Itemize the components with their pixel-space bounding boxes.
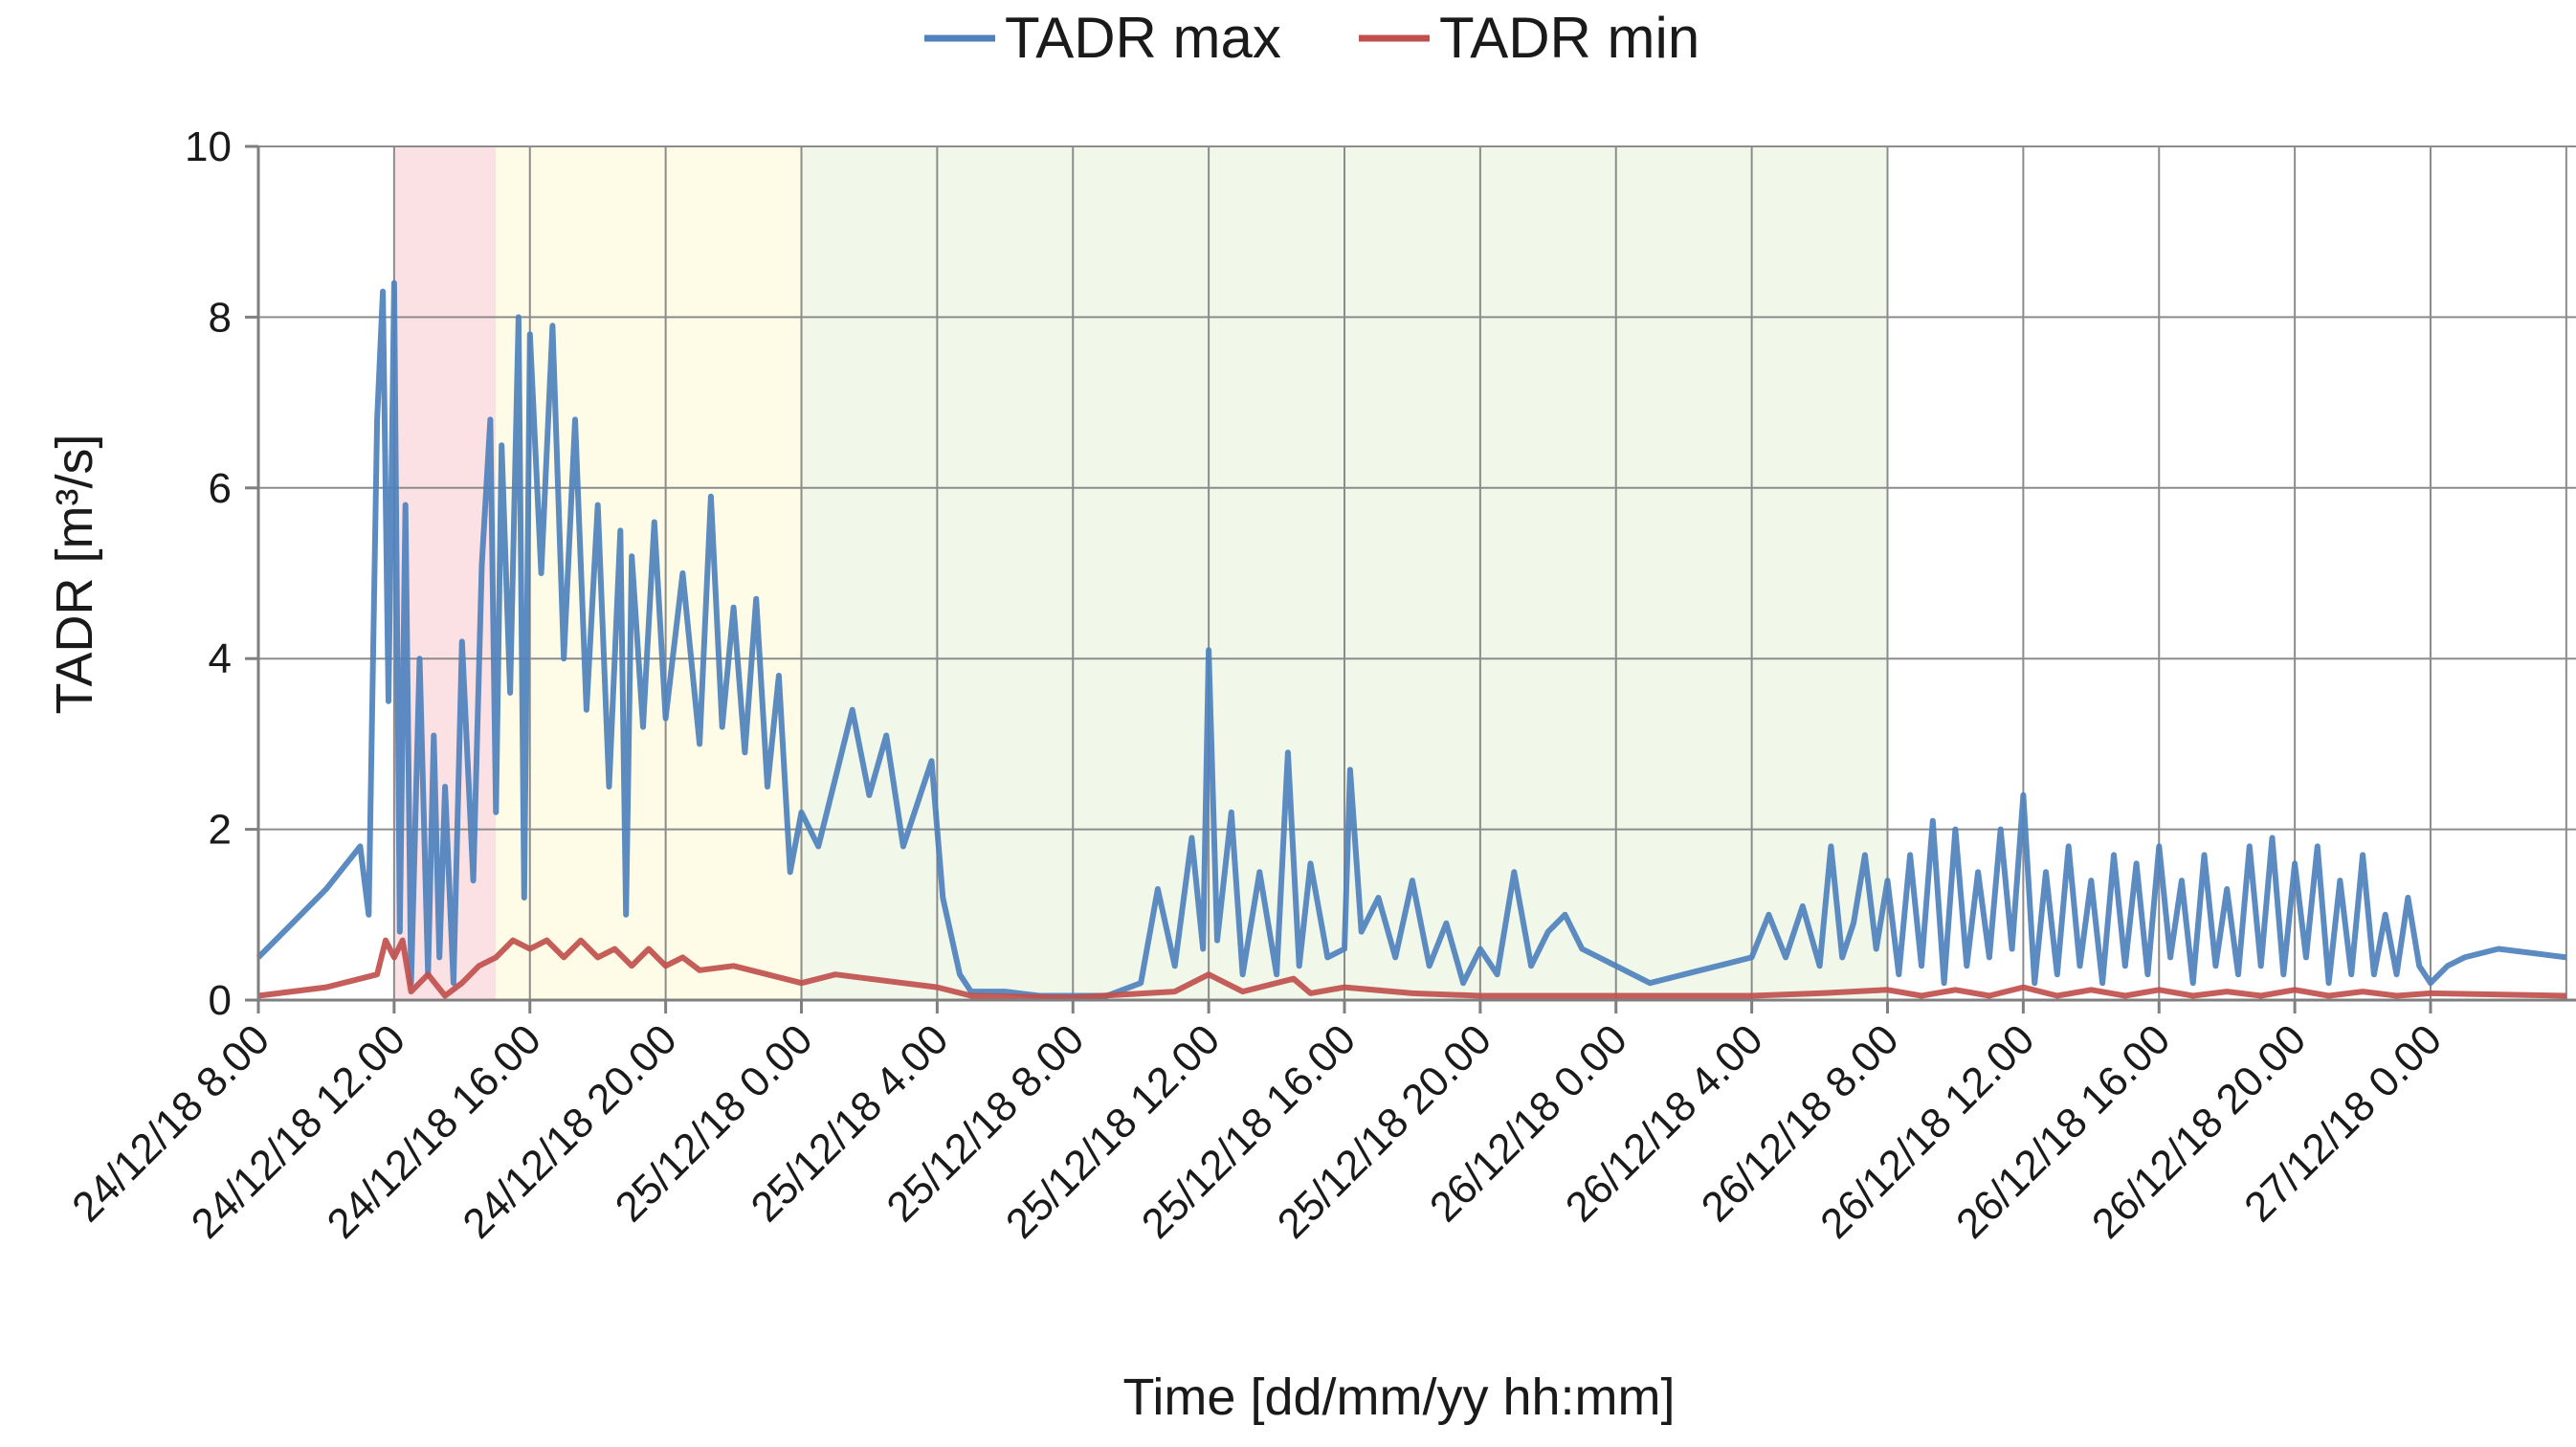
y-tick-label: 8 xyxy=(209,294,232,341)
series-lines xyxy=(255,279,2567,1001)
legend: TADR max TADR min xyxy=(924,6,1699,70)
axes xyxy=(245,145,2576,1013)
y-axis-title: TADR [m³/s] xyxy=(46,434,103,715)
y-tick-label: 0 xyxy=(209,977,232,1024)
x-axis-title: Time [dd/mm/yy hh:mm] xyxy=(1122,1369,1675,1426)
legend-label-tadr-max: TADR max xyxy=(1005,6,1281,70)
y-tick-label: 6 xyxy=(209,465,232,512)
y-tick-label: 2 xyxy=(209,807,232,854)
series-line-tadr-max xyxy=(255,279,2567,999)
series-line-tadr-min xyxy=(257,937,2566,1001)
y-tick-labels: 0 2 4 6 8 10 xyxy=(185,123,232,1024)
legend-label-tadr-min: TADR min xyxy=(1439,6,1699,70)
y-tick-label: 10 xyxy=(185,123,232,170)
y-tick-label: 4 xyxy=(209,635,232,682)
